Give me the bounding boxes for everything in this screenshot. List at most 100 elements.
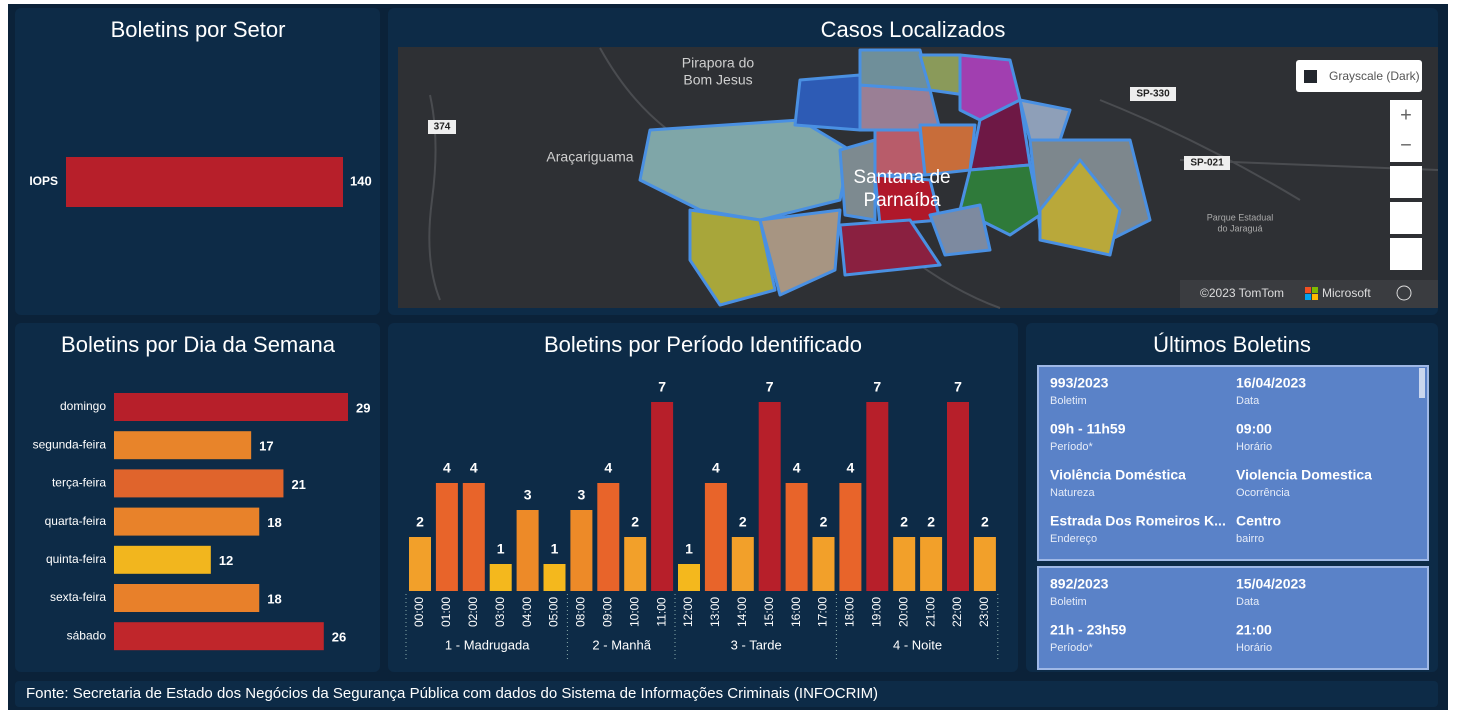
value-label: 7 [658, 379, 666, 395]
category-label: domingo [60, 399, 106, 413]
region [928, 203, 992, 257]
value-label: 1 [497, 541, 505, 557]
value-label: 17 [259, 439, 273, 454]
value-label: 26 [332, 630, 346, 645]
bar [114, 507, 260, 536]
style-button[interactable] [1296, 60, 1422, 92]
bar [947, 402, 969, 591]
scrollbar[interactable] [1419, 368, 1425, 398]
pitch-button[interactable] [1390, 166, 1422, 198]
field-label: Data [1236, 395, 1260, 407]
bar [624, 537, 647, 591]
field-value: 993/2023 [1050, 375, 1109, 391]
hour-label: 11:00 [654, 597, 668, 626]
place-label: do Jaraguá [1217, 223, 1262, 233]
bar [920, 537, 943, 591]
panel-title: Boletins por Dia da Semana [61, 332, 336, 357]
logo [1312, 294, 1318, 300]
bar [114, 469, 284, 498]
value-label: 21 [291, 477, 305, 492]
feedback-icon[interactable] [1396, 285, 1412, 301]
value-label: 2 [739, 514, 747, 530]
bar [114, 622, 324, 651]
region [858, 83, 942, 132]
field-value: 16/04/2023 [1236, 375, 1306, 391]
value-label: 3 [524, 487, 532, 503]
bar [704, 483, 727, 591]
hour-label: 15:00 [762, 597, 776, 627]
footer-text: Fonte: Secretaria de Estado dos Negócios… [26, 685, 878, 702]
region [758, 208, 842, 297]
group-label: 3 - Tarde [731, 637, 782, 652]
value-label: 4 [712, 460, 720, 476]
region [838, 138, 877, 222]
logo [1305, 294, 1311, 300]
value-label: 29 [356, 400, 370, 415]
panel-title: Últimos Boletins [1153, 332, 1311, 357]
value-label: 12 [219, 553, 233, 568]
hour-label: 22:00 [950, 597, 964, 627]
compass-button[interactable] [1390, 202, 1422, 234]
hour-label: 16:00 [789, 597, 803, 627]
bar [893, 537, 916, 591]
regions [638, 48, 1152, 307]
region [793, 73, 862, 132]
value-label: 4 [443, 460, 451, 476]
field-value: Estrada Dos Romeiros K... [1050, 513, 1226, 529]
field-label: Data [1236, 596, 1260, 608]
style-icon [1304, 70, 1317, 83]
bar [731, 537, 754, 591]
hour-label: 19:00 [869, 597, 883, 627]
field-value: 09:00 [1236, 421, 1272, 437]
field-value: 892/2023 [1050, 576, 1109, 592]
field-label: bairro [1236, 533, 1264, 545]
bar [597, 483, 620, 591]
value-label: 1 [551, 541, 559, 557]
bar [570, 510, 593, 591]
value-label: 2 [820, 514, 828, 530]
field-value: 21h - 23h59 [1050, 622, 1126, 638]
hour-label: 21:00 [923, 597, 937, 627]
bar [866, 402, 889, 591]
hour-label: 18:00 [843, 597, 857, 627]
provider: Microsoft [1322, 286, 1371, 300]
panel-title: Casos Localizados [821, 17, 1006, 42]
hour-label: 03:00 [493, 597, 507, 627]
bar [114, 584, 260, 612]
field-label: Endereço [1050, 533, 1097, 545]
field-value: 21:00 [1236, 622, 1272, 638]
map[interactable]: Pirapora do Bom Jesus Araçariguama Santa… [398, 47, 1439, 309]
value-label: 2 [631, 514, 639, 530]
bar [812, 537, 835, 591]
select-button[interactable] [1390, 238, 1422, 270]
logo [1312, 287, 1318, 293]
road-label: SP-021 [1190, 158, 1224, 169]
bar [973, 537, 996, 591]
logo [1305, 287, 1311, 293]
road-shield [1130, 87, 1176, 101]
group-label: 2 - Manhã [592, 637, 651, 652]
zoom-in-button[interactable] [1390, 100, 1422, 132]
place-label: Bom Jesus [683, 72, 752, 88]
value-label: 2 [927, 514, 935, 530]
group-label: 1 - Madrugada [445, 637, 530, 652]
category-label: sexta-feira [50, 590, 106, 604]
place-label: Araçariguama [546, 149, 633, 165]
region [688, 208, 777, 307]
category-label: terça-feira [52, 476, 106, 490]
field-value: Violência Doméstica [1050, 467, 1186, 483]
hour-label: 04:00 [520, 597, 534, 627]
field-value: Violencia Domestica [1236, 467, 1372, 483]
bar [489, 564, 512, 591]
bar [839, 483, 862, 591]
bar [758, 402, 781, 591]
value-label: 4 [604, 460, 612, 476]
category-label: quinta-feira [46, 552, 106, 566]
style-button-label: Grayscale (Dark) [1329, 69, 1420, 83]
bar [785, 483, 808, 591]
place-label: Pirapora do [682, 55, 755, 71]
hour-label: 14:00 [735, 597, 749, 627]
bar [114, 431, 252, 460]
zoom-out-button[interactable] [1390, 130, 1422, 162]
